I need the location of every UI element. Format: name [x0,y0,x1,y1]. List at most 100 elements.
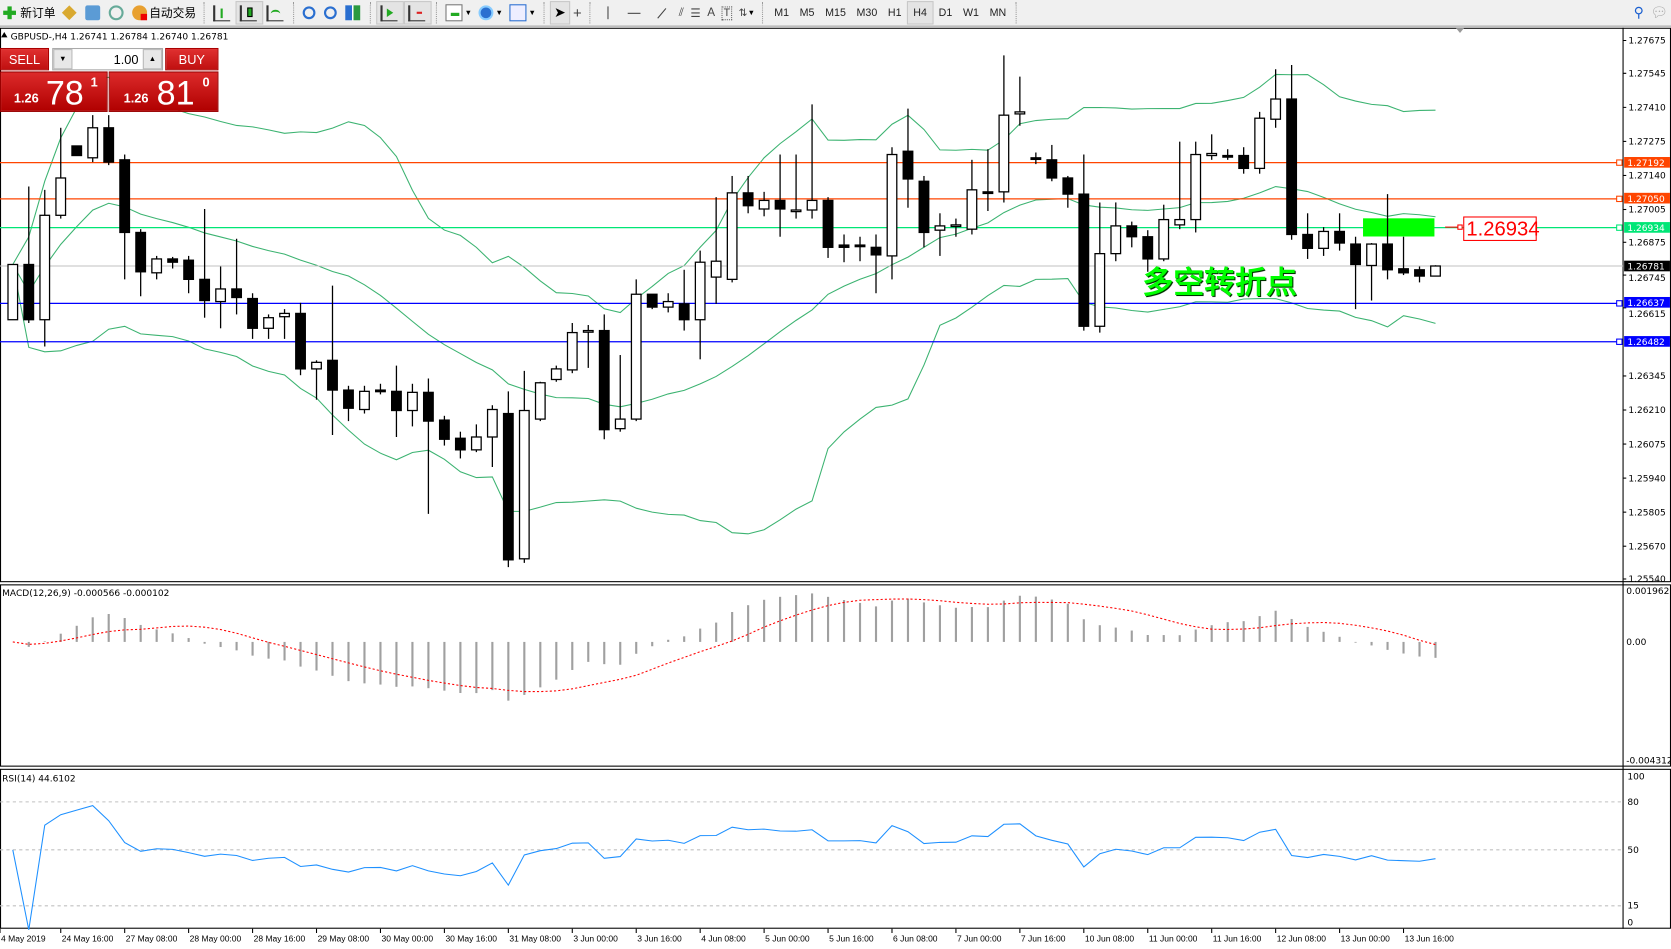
timeframe-m30[interactable]: M30 [856,6,878,19]
candle [327,285,338,435]
candle-body-bull [710,260,722,278]
new-order-button[interactable]: 新订单 [0,1,59,24]
timeframe-h1[interactable]: H1 [887,6,902,19]
candle-body-bull [1318,230,1330,249]
arrows-button[interactable]: ⇅ ▼ [735,1,758,24]
candle-body-bear [199,278,211,302]
trendline-button[interactable] [648,1,676,24]
chart-header: GBPUSD-,H4 1.26741 1.26784 1.26740 1.267… [11,32,229,42]
channel-button[interactable]: ⫽ [676,1,688,24]
text-button[interactable]: A [704,1,718,24]
bar-chart-button[interactable] [210,1,236,24]
chat-icon: 💬︎ [1650,4,1668,21]
time-axis-label: 4 Jun 08:00 [701,934,746,944]
candle-body-bear [119,159,131,234]
candle-body-bear [1030,157,1042,161]
candle-body-bull [39,214,51,321]
line-handle[interactable] [1616,159,1623,166]
macd-signal-line [12,598,1436,693]
bid-price-label: 1.26781 [1627,263,1664,273]
candle [343,385,354,422]
horizontal-line-button[interactable] [620,1,648,24]
price-label-anchor [1457,224,1463,230]
vertical-line-button[interactable] [596,1,621,24]
line-handle[interactable] [1616,224,1623,231]
timeframe-m5[interactable]: M5 [799,6,815,19]
candle [167,256,179,269]
candle-body-bear [1382,243,1393,271]
candle-body-bear [375,389,386,393]
crosshair-button[interactable]: + [570,1,585,24]
candle-body-bear [598,329,610,431]
time-axis-label: 3 Jun 00:00 [573,934,618,944]
sell-button[interactable]: SELL [0,47,50,71]
chart-shift-marker[interactable] [1455,27,1465,34]
timeframe-d1[interactable]: D1 [938,6,953,19]
chart-window[interactable]: GBPUSD-,H4 1.26741 1.26784 1.26740 1.267… [0,27,1671,949]
periods-button[interactable]: ▼ [475,1,506,24]
line-chart-icon [266,4,284,21]
auto-trading-button[interactable]: 自动交易 [129,1,199,24]
candle [1094,202,1106,333]
timeframe-mn[interactable]: MN [989,6,1007,19]
price-axis-label: 1.27005 [1628,206,1665,216]
chat-button[interactable]: 💬︎ [1647,1,1671,24]
terminal-button[interactable] [82,1,105,24]
candle-body-bull [534,382,546,420]
buy-button[interactable]: BUY [165,47,219,71]
sell-price[interactable]: 1.26 78 1 [0,71,108,112]
zoom-out-button[interactable] [321,1,342,24]
candle-body-bear [1142,236,1154,260]
price-axis-label: 1.27675 [1628,37,1665,47]
rsi-axis-label: 100 [1627,772,1645,782]
text-label-icon: T [721,5,733,20]
candle [822,197,834,258]
candle-body-bear [135,231,147,273]
line-price-label: 1.26482 [1627,338,1664,348]
navigator-icon [61,5,77,21]
lot-decrease-button[interactable]: ▼ [53,49,73,70]
chart-shift-button[interactable] [403,1,432,25]
candle-body-bear [982,191,994,195]
price-label-box[interactable] [1463,216,1537,241]
line-handle[interactable] [1616,300,1623,307]
candle [375,383,386,395]
timeframe-w1[interactable]: W1 [962,6,979,19]
timeframe-m1[interactable]: M1 [774,6,790,19]
cursor-button[interactable]: ➤ [549,1,570,25]
price-axis-label: 1.27410 [1628,104,1666,114]
buy-price[interactable]: 1.26 81 0 [108,71,219,112]
candle-body-bear [1414,269,1425,277]
bollinger-lower-band [12,264,1436,535]
auto-scroll-button[interactable] [376,1,404,25]
chart-canvas[interactable]: GBPUSD-,H4 1.26741 1.26784 1.26740 1.267… [0,27,1671,949]
text-label-button[interactable]: T [718,1,735,24]
collapse-triangle-icon[interactable] [1,31,8,38]
separator [543,2,545,24]
lot-increase-button[interactable]: ▲ [142,49,162,70]
indicators-button[interactable]: ▼ [442,1,475,24]
tile-windows-button[interactable] [342,1,365,24]
candlestick-chart-button[interactable] [235,1,264,25]
sell-price-pips: 78 [45,73,84,112]
highlight-zone[interactable] [1363,218,1435,237]
lot-size-input[interactable]: ▼ 1.00 ▲ [52,47,164,71]
timeframe-h4[interactable]: H4 [906,1,934,25]
timeframe-m15[interactable]: M15 [825,6,846,19]
line-handle[interactable] [1616,338,1623,345]
templates-button[interactable]: ▼ [506,1,539,24]
price-axis-label: 1.26345 [1628,372,1665,382]
candle-body-bear [502,412,514,561]
zoom-in-button[interactable] [299,1,320,24]
experts-button[interactable] [59,1,82,24]
line-chart-button[interactable] [263,1,289,24]
candle-body-bear [870,246,882,256]
signals-button[interactable] [106,1,129,24]
fibonacci-button[interactable]: ☰ [687,1,704,24]
annotation-text[interactable]: 多空转折点 [1142,265,1297,301]
candle [1414,266,1425,283]
line-handle[interactable] [1616,195,1623,203]
candle-body-bull [966,189,978,230]
candle-body-bull [263,317,274,329]
search-button[interactable]: ⚲ [1630,1,1647,24]
